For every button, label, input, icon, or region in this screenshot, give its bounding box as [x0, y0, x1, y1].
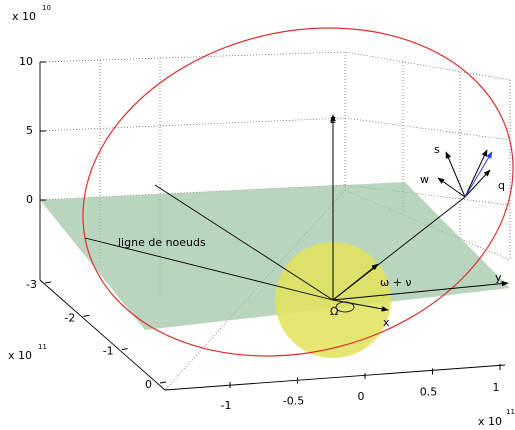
x-tick-label: -0.5: [283, 395, 304, 408]
label-node-line: ligne de noeuds: [118, 236, 206, 249]
z-tick-label: 5: [26, 124, 33, 137]
x-multiplier: x 10: [478, 415, 502, 428]
y-multiplier: x 10: [8, 349, 32, 362]
y-tick-label: -3: [26, 278, 37, 291]
z-power: 10: [42, 4, 51, 12]
x-tick-label: 1: [493, 381, 500, 394]
y-tick: [45, 282, 51, 283]
x-tick-label: 0: [358, 390, 365, 403]
z-multiplier: x 10: [12, 10, 36, 23]
x-power: 11: [506, 408, 515, 416]
x-tick-label: 0.5: [420, 386, 438, 399]
y-tick-label: -1: [103, 345, 114, 358]
x-tick-label: -1: [221, 399, 232, 412]
label-s: s: [434, 143, 440, 156]
label-z: z: [330, 113, 336, 126]
y-tick-label: -2: [64, 311, 75, 324]
y-tick-label: 0: [145, 378, 152, 391]
z-tick-label: 10: [19, 55, 33, 68]
y-tick: [83, 315, 89, 316]
label-omega-nu: ω + ν: [380, 276, 412, 289]
label-Omega: Ω: [330, 305, 338, 318]
z-tick-label: 0: [26, 193, 33, 206]
label-q: q: [498, 179, 505, 192]
y-power: 11: [38, 343, 47, 351]
y-tick: [160, 382, 166, 383]
label-x: x: [383, 316, 390, 329]
orbit-figure: x 10 10 x 10 11 x 10 11 z x y ligne de n…: [0, 0, 515, 430]
label-y: y: [495, 271, 502, 284]
y-tick: [122, 349, 128, 350]
equatorial-plane: [40, 182, 510, 330]
label-w: w: [420, 173, 429, 186]
